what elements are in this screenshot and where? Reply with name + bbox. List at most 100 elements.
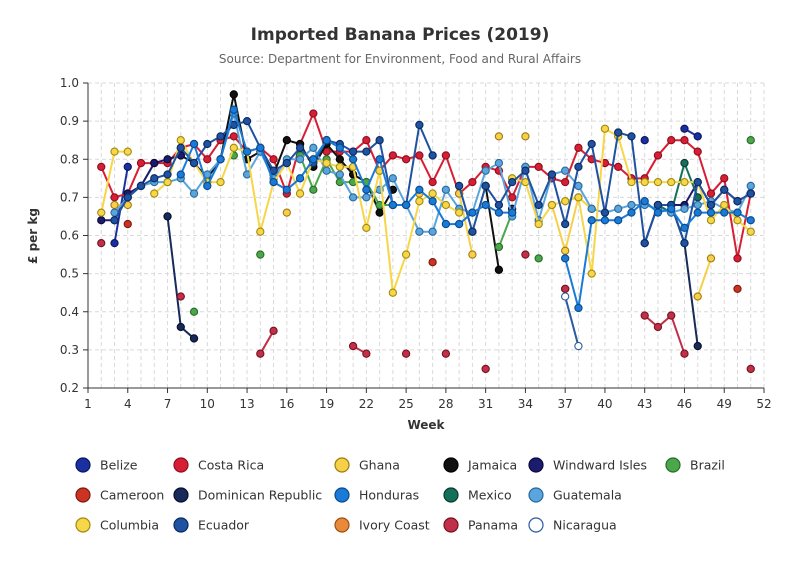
data-point-columbia[interactable] [454,208,464,217]
data-point-ecuador[interactable] [282,158,291,168]
data-point-honduras[interactable] [653,208,663,217]
data-point-guatemala[interactable] [388,174,398,183]
data-point-honduras[interactable] [680,223,689,233]
data-point-honduras[interactable] [561,254,570,263]
data-point-honduras[interactable] [468,208,477,217]
data-point-columbia[interactable] [600,124,610,133]
data-point-honduras[interactable] [574,303,583,313]
data-point-guatemala[interactable] [587,204,596,213]
data-point-guatemala[interactable] [309,143,318,152]
data-point-panama[interactable] [348,341,358,351]
data-point-ghana[interactable] [521,132,530,141]
data-point-costa-rica[interactable] [706,189,716,198]
data-point-honduras[interactable] [415,185,424,194]
data-point-costa-rica[interactable] [269,155,278,164]
data-point-costa-rica[interactable] [693,147,702,156]
data-point-guatemala[interactable] [746,181,755,191]
data-point-columbia[interactable] [428,189,437,198]
data-point-costa-rica[interactable] [733,254,742,263]
data-point-honduras[interactable] [375,155,384,164]
data-point-guatemala[interactable] [322,166,331,175]
data-point-costa-rica[interactable] [720,174,729,183]
data-point-cameroon[interactable] [123,219,132,229]
data-point-ecuador[interactable] [295,143,305,152]
data-point-columbia[interactable] [640,177,649,187]
data-point-ecuador[interactable] [693,177,702,187]
data-point-honduras[interactable] [256,143,265,152]
data-point-jamaica[interactable] [229,90,238,99]
data-point-honduras[interactable] [667,204,676,213]
data-point-honduras[interactable] [269,177,278,187]
data-point-guatemala[interactable] [693,200,702,210]
data-point-ghana[interactable] [468,250,477,259]
data-point-columbia[interactable] [295,189,305,198]
legend-item-jamaica[interactable]: Jamaica [443,457,517,473]
data-point-honduras[interactable] [627,208,636,217]
data-point-honduras[interactable] [587,216,596,225]
data-point-windward-isles[interactable] [150,158,159,168]
legend-item-nicaragua[interactable]: Nicaragua [528,517,617,533]
data-point-columbia[interactable] [680,177,689,187]
data-point-columbia[interactable] [229,143,238,152]
data-point-ecuador[interactable] [242,116,252,126]
data-point-costa-rica[interactable] [388,151,398,160]
data-point-guatemala[interactable] [441,185,451,194]
data-point-ecuador[interactable] [521,166,530,175]
data-point-ghana[interactable] [110,200,119,210]
data-point-costa-rica[interactable] [203,155,212,164]
data-point-ecuador[interactable] [653,200,663,210]
data-point-ghana[interactable] [706,254,716,263]
legend-item-belize[interactable]: Belize [75,457,138,473]
data-point-ecuador[interactable] [627,132,636,141]
data-point-columbia[interactable] [176,136,185,145]
data-point-brazil[interactable] [494,242,504,252]
data-point-guatemala[interactable] [627,200,636,210]
data-point-honduras[interactable] [242,147,252,156]
data-point-brazil[interactable] [189,307,199,316]
legend-item-brazil[interactable]: Brazil [665,457,725,473]
data-point-costa-rica[interactable] [614,162,623,172]
data-point-brazil[interactable] [746,136,755,145]
data-point-columbia[interactable] [110,147,119,156]
data-point-panama[interactable] [521,250,530,259]
data-point-guatemala[interactable] [295,155,305,164]
data-point-jamaica[interactable] [375,208,384,217]
data-point-nicaragua[interactable] [574,341,583,351]
data-point-panama[interactable] [746,364,755,374]
data-point-honduras[interactable] [216,155,225,164]
legend-item-dominican-republic[interactable]: Dominican Republic [173,487,322,503]
data-point-columbia[interactable] [216,177,225,187]
data-point-honduras[interactable] [428,197,437,206]
data-point-ecuador[interactable] [163,170,172,179]
data-point-honduras[interactable] [401,200,411,210]
data-point-honduras[interactable] [508,208,517,217]
legend-item-ivory-coast[interactable]: Ivory Coast [334,517,430,533]
data-point-columbia[interactable] [534,219,543,229]
data-point-ecuador[interactable] [468,227,477,236]
data-point-mexico[interactable] [680,158,689,168]
data-point-costa-rica[interactable] [680,136,689,145]
data-point-guatemala[interactable] [494,158,504,168]
data-point-columbia[interactable] [653,177,663,187]
data-point-ecuador[interactable] [203,139,212,149]
data-point-costa-rica[interactable] [653,151,663,160]
data-point-panama[interactable] [653,322,663,332]
data-point-costa-rica[interactable] [508,193,517,202]
data-point-costa-rica[interactable] [401,155,411,164]
data-point-honduras[interactable] [362,185,371,194]
data-point-columbia[interactable] [667,177,676,187]
data-point-columbia[interactable] [335,162,344,172]
data-point-ecuador[interactable] [136,181,146,191]
data-point-costa-rica[interactable] [136,158,146,168]
data-point-windward-isles[interactable] [163,155,172,164]
data-point-ecuador[interactable] [454,181,464,191]
legend-item-ecuador[interactable]: Ecuador [173,517,250,533]
legend-item-guatemala[interactable]: Guatemala [528,487,622,503]
data-point-costa-rica[interactable] [97,162,106,172]
legend-item-costa-rica[interactable]: Costa Rica [173,457,264,473]
data-point-ecuador[interactable] [600,208,610,217]
data-point-brazil[interactable] [256,250,265,259]
data-point-ecuador[interactable] [746,189,755,198]
data-point-ecuador[interactable] [720,185,729,194]
data-point-ghana[interactable] [693,292,702,301]
